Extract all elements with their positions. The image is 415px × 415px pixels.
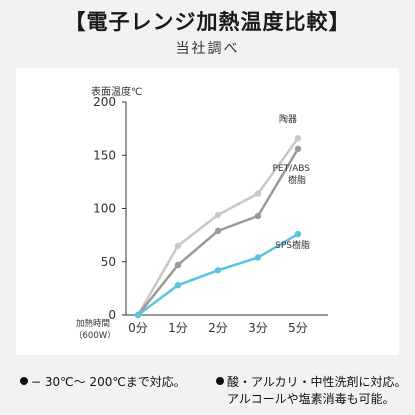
data-point: [294, 230, 302, 238]
data-point: [254, 190, 262, 197]
note-line: 酸・アルカリ・中性洗剤に対応。: [227, 375, 407, 389]
y-tick-label: 200: [93, 95, 116, 109]
x-tick-label: 3分: [248, 321, 268, 335]
note-line: − 30℃〜 200℃まで対応。: [31, 375, 186, 389]
footer-notes: − 30℃〜 200℃まで対応。 酸・アルカリ・中性洗剤に対応。 アルコールや塩…: [0, 366, 415, 415]
data-point: [174, 281, 182, 289]
data-point: [254, 212, 262, 220]
series-label: 樹脂: [288, 174, 306, 186]
detergent-note: 酸・アルカリ・中性洗剤に対応。 アルコールや塩素消毒も可能。: [216, 374, 407, 408]
data-point: [214, 227, 222, 235]
series-label: SPS樹脂: [275, 239, 310, 251]
x-axis-label: 加熱時間: [76, 318, 110, 329]
x-tick-label: 5分: [288, 321, 308, 335]
page-title: 【電子レンジ加熱温度比較】: [64, 10, 351, 34]
data-point: [214, 267, 222, 274]
note-line: アルコールや塩素消毒も可能。: [227, 392, 395, 406]
series-label: 陶器: [279, 113, 297, 125]
data-point: [214, 211, 222, 219]
y-axis-label: 表面温度℃: [91, 85, 142, 98]
series-label: PET/ABS: [272, 164, 310, 174]
data-point: [254, 254, 262, 261]
y-tick-label: 100: [93, 202, 116, 216]
chart-panel: 表面温度℃ 加熱時間 （600W） 0 50 100 150 200 0分 1分 2分 3分 5分…: [16, 68, 399, 355]
data-point: [174, 242, 182, 249]
y-tick-label: 50: [101, 255, 116, 269]
line-chart: 表面温度℃ 加熱時間 （600W） 0 50 100 150 200 0分 1分 2分 3分 5分…: [74, 85, 328, 341]
data-point: [174, 261, 182, 269]
x-tick-label: 1分: [168, 321, 188, 335]
x-tick-label: 2分: [208, 321, 228, 335]
data-point: [294, 135, 302, 142]
temperature-range-note: − 30℃〜 200℃まで対応。: [20, 374, 186, 391]
bullet-icon: [216, 377, 224, 385]
bullet-icon: [20, 377, 28, 385]
y-tick-label: 150: [93, 148, 116, 162]
x-tick-label: 0分: [128, 321, 148, 335]
page-subtitle: 当社調べ: [175, 41, 240, 57]
y-tick-label: 0: [108, 308, 116, 322]
x-axis-sublabel: （600W）: [74, 330, 116, 341]
data-point: [134, 311, 142, 319]
data-point: [294, 145, 302, 153]
